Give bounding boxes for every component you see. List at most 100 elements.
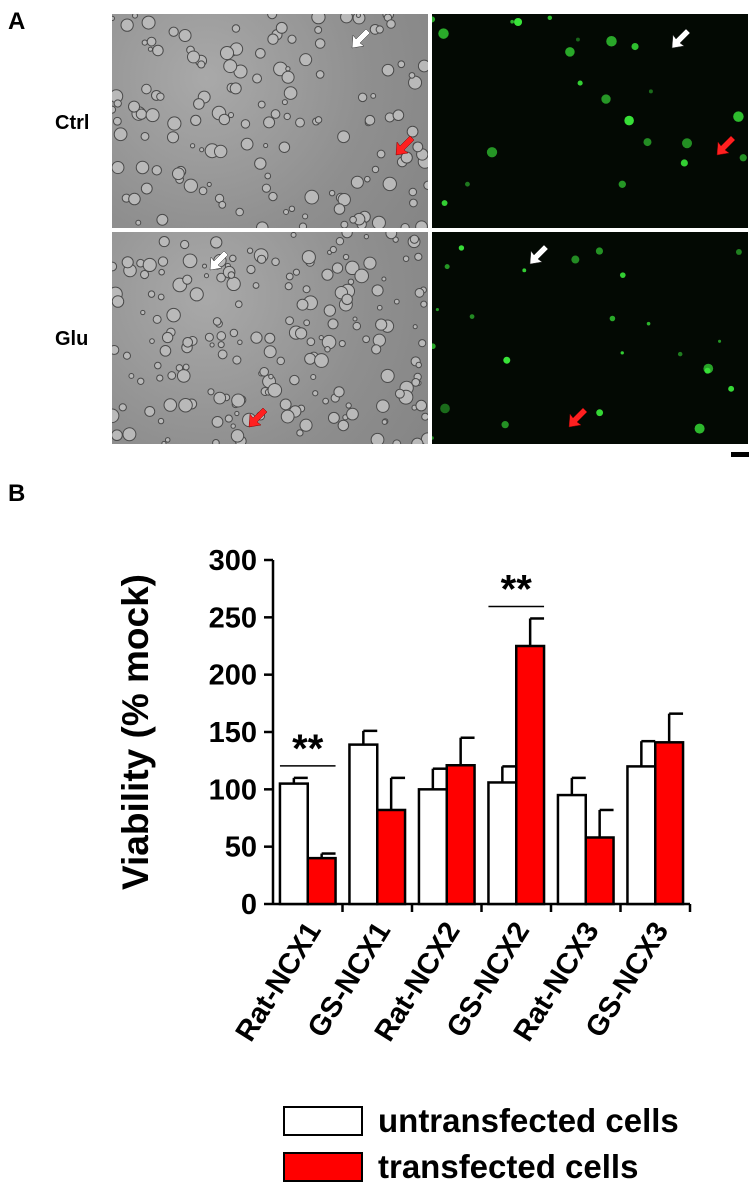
cell: [149, 338, 155, 344]
red-arrow-icon: [395, 135, 415, 156]
cell: [296, 429, 304, 437]
cell: [189, 143, 196, 149]
cell: [340, 220, 349, 228]
cell: [145, 108, 160, 123]
cell: [276, 356, 286, 366]
cell: [381, 419, 388, 425]
cell: [354, 268, 370, 284]
fluorescent-cell: [571, 255, 580, 264]
cell: [112, 160, 125, 175]
cell: [268, 191, 278, 202]
cell: [202, 263, 208, 269]
cell: [310, 373, 317, 381]
bar-transfected: [445, 764, 476, 906]
bar-untransfected: [278, 782, 310, 906]
cell: [261, 183, 272, 193]
bar-untransfected: [487, 781, 518, 906]
cell: [227, 271, 236, 279]
cell: [371, 344, 382, 355]
fluorescence-image-ctrl: [432, 14, 748, 228]
cell: [240, 137, 254, 151]
bar-untransfected: [556, 793, 588, 906]
fluorescent-cell: [486, 147, 498, 158]
cell: [171, 167, 185, 181]
cell: [397, 60, 406, 69]
cell: [345, 260, 360, 276]
fluorescent-cell: [596, 409, 604, 417]
fluorescent-cell: [609, 315, 616, 322]
cell: [256, 221, 269, 228]
cell: [230, 429, 245, 443]
cell: [314, 26, 323, 34]
cell: [371, 165, 380, 174]
cell: [371, 284, 384, 297]
cell: [347, 278, 355, 286]
bar-transfected: [376, 808, 407, 906]
cell: [156, 92, 165, 101]
fluorescent-cell: [565, 47, 575, 57]
cell: [376, 304, 383, 311]
fluorescent-cell: [703, 363, 714, 374]
cell: [257, 254, 267, 264]
fluorescent-cell: [465, 181, 470, 187]
red-arrow-icon: [716, 135, 736, 156]
cell: [364, 114, 376, 126]
fluorescent-cell: [444, 264, 450, 270]
cell: [408, 187, 418, 197]
fluorescent-cell: [514, 17, 523, 27]
cell: [112, 429, 123, 442]
cell: [415, 399, 428, 412]
cell: [412, 324, 418, 330]
cell: [275, 21, 288, 34]
cell: [176, 369, 191, 383]
cell: [315, 70, 325, 79]
cell: [406, 125, 419, 138]
cell: [386, 19, 396, 29]
red-arrow-icon: [568, 407, 588, 428]
bar-untransfected: [626, 765, 657, 906]
fluorescent-cell: [510, 19, 514, 24]
cell: [137, 377, 145, 385]
cell: [166, 131, 180, 144]
cell: [380, 368, 395, 383]
cell: [151, 165, 162, 176]
cell: [352, 14, 366, 25]
cell: [213, 391, 227, 405]
cell: [314, 116, 323, 124]
cell: [267, 14, 278, 20]
cell: [341, 232, 353, 239]
cell: [183, 178, 198, 193]
row-label-glu: Glu: [55, 328, 89, 350]
cell: [295, 117, 305, 128]
cell: [411, 377, 421, 387]
cell: [231, 393, 246, 408]
fluorescent-cell: [677, 351, 683, 357]
cell: [327, 318, 339, 330]
cell: [285, 316, 294, 326]
cell: [234, 300, 243, 309]
cell: [335, 236, 345, 246]
cell: [370, 432, 385, 444]
fluorescence-texture: [432, 15, 747, 207]
y-tick-label: 250: [209, 602, 257, 634]
cell: [357, 92, 368, 103]
cell: [229, 328, 239, 338]
significance-marker: **: [501, 567, 533, 611]
cell: [311, 14, 326, 25]
cell: [178, 28, 192, 42]
fluorescent-cell: [432, 436, 434, 440]
cell: [235, 207, 244, 217]
cell: [337, 130, 350, 144]
fluorescent-cell: [577, 80, 583, 86]
cell: [252, 282, 260, 289]
fluorescent-cell: [694, 423, 705, 434]
cell: [113, 127, 128, 142]
cell: [342, 253, 350, 261]
cell: [158, 268, 165, 276]
cell: [292, 268, 301, 276]
cell: [285, 272, 294, 281]
bar-transfected: [515, 644, 546, 906]
cell: [246, 264, 256, 275]
brightfield-image-ctrl: [112, 14, 428, 228]
